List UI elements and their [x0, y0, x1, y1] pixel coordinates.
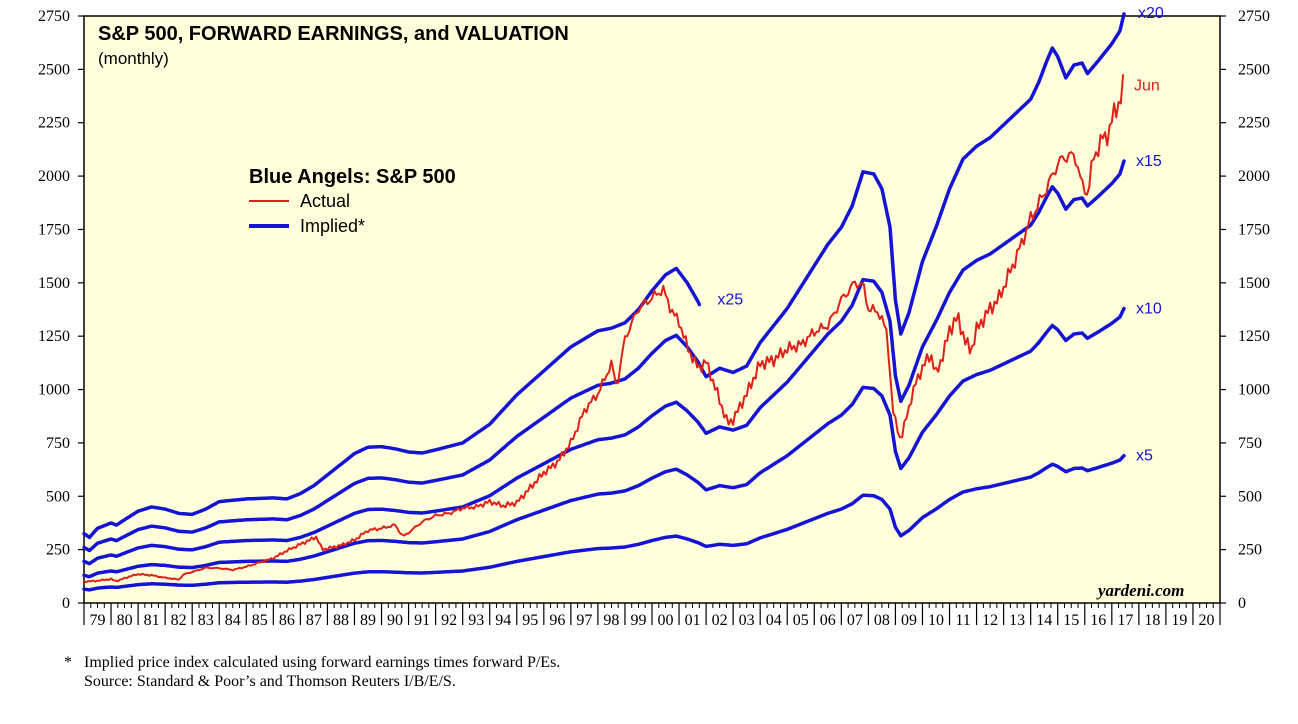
xtick-label: 09 [901, 612, 917, 629]
ytick-label-right: 2500 [1238, 61, 1270, 78]
implied-label-x5: x5 [1136, 448, 1153, 465]
xtick-label: 10 [928, 612, 944, 629]
xtick-label: 19 [1171, 612, 1187, 629]
ytick-label-left: 2000 [38, 168, 70, 185]
ytick-label-left: 1000 [38, 382, 70, 399]
ytick-label-right: 500 [1238, 488, 1262, 505]
xtick-label: 12 [982, 612, 998, 629]
ytick-label-right: 1750 [1238, 221, 1270, 238]
xtick-label: 90 [387, 612, 403, 629]
xtick-label: 89 [360, 612, 376, 629]
xtick-label: 99 [630, 612, 646, 629]
ytick-label-right: 2250 [1238, 115, 1270, 132]
legend-implied-label: Implied* [300, 216, 365, 236]
xtick-label: 84 [225, 612, 241, 629]
xtick-label: 95 [522, 612, 538, 629]
actual-line [83, 74, 1125, 584]
xtick-label: 01 [685, 612, 701, 629]
xtick-label: 79 [90, 612, 106, 629]
chart-subtitle: (monthly) [98, 49, 169, 68]
ytick-label-right: 1250 [1238, 328, 1270, 345]
chart: 0250500750100012501500175020002250250027… [38, 5, 1270, 629]
xtick-label: 06 [820, 612, 836, 629]
ytick-label-left: 1250 [38, 328, 70, 345]
xtick-label: 88 [333, 612, 349, 629]
ytick-label-right: 0 [1238, 595, 1246, 612]
xtick-label: 08 [874, 612, 890, 629]
xtick-label: 98 [603, 612, 619, 629]
footnote-text: Implied price index calculated using for… [84, 654, 561, 671]
xtick-label: 86 [279, 612, 295, 629]
xtick-label: 81 [144, 612, 160, 629]
xtick-label: 13 [1009, 612, 1025, 629]
implied-line-x10 [82, 306, 1126, 579]
xtick-label: 17 [1117, 612, 1133, 629]
ytick-label-right: 250 [1238, 542, 1262, 559]
ytick-label-right: 1000 [1238, 382, 1270, 399]
xtick-label: 03 [739, 612, 755, 629]
ytick-label-right: 2750 [1238, 8, 1270, 25]
footnote: * Implied price index calculated using fo… [64, 653, 560, 691]
footnote-line-1: * Implied price index calculated using fo… [64, 653, 560, 672]
footnote-source: Source: Standard & Poor’s and Thomson Re… [84, 673, 456, 690]
footnote-marker: * [64, 654, 72, 671]
chart-title: S&P 500, FORWARD EARNINGS, and VALUATION [98, 23, 569, 45]
legend-title: Blue Angels: S&P 500 [249, 166, 456, 188]
implied-label-x25: x25 [717, 292, 743, 309]
implied-line-x5 [82, 453, 1126, 592]
implied-label-x10: x10 [1136, 300, 1162, 317]
ytick-label-left: 250 [46, 542, 70, 559]
ytick-label-left: 0 [62, 595, 70, 612]
xtick-label: 87 [306, 612, 322, 629]
ytick-label-left: 750 [46, 435, 70, 452]
xtick-label: 16 [1090, 612, 1106, 629]
xtick-label: 18 [1144, 612, 1160, 629]
ytick-label-right: 2000 [1238, 168, 1270, 185]
implied-line-x25 [82, 266, 702, 540]
xtick-label: 05 [793, 612, 809, 629]
ytick-label-right: 1500 [1238, 275, 1270, 292]
implied-line-x20 [82, 12, 1126, 553]
ytick-label-right: 750 [1238, 435, 1262, 452]
xtick-label: 20 [1198, 612, 1214, 629]
xtick-label: 15 [1063, 612, 1079, 629]
xtick-label: 85 [252, 612, 268, 629]
implied-label-x15: x15 [1136, 153, 1162, 170]
ytick-label-left: 2500 [38, 61, 70, 78]
ytick-label-left: 1500 [38, 275, 70, 292]
xtick-label: 93 [468, 612, 484, 629]
legend: Blue Angels: S&P 500 Actual Implied* [249, 166, 456, 236]
xtick-label: 11 [955, 612, 970, 629]
xtick-label: 83 [198, 612, 214, 629]
xtick-label: 00 [658, 612, 674, 629]
xtick-label: 82 [171, 612, 187, 629]
ytick-label-left: 1750 [38, 221, 70, 238]
xtick-label: 80 [117, 612, 133, 629]
xtick-label: 02 [712, 612, 728, 629]
xtick-label: 92 [441, 612, 457, 629]
xtick-label: 07 [847, 612, 863, 629]
xtick-label: 91 [414, 612, 430, 629]
ytick-label-left: 500 [46, 488, 70, 505]
xtick-label: 97 [576, 612, 592, 629]
xtick-label: 94 [495, 612, 511, 629]
xtick-label: 14 [1036, 612, 1052, 629]
actual-label: Jun [1134, 77, 1160, 94]
implied-line-x15 [82, 159, 1126, 566]
ytick-label-left: 2750 [38, 8, 70, 25]
xtick-label: 96 [549, 612, 565, 629]
xtick-label: 04 [766, 612, 782, 629]
plot-area [83, 15, 1221, 604]
implied-label-x20: x20 [1138, 5, 1164, 22]
legend-actual-label: Actual [300, 191, 350, 211]
ytick-label-left: 2250 [38, 115, 70, 132]
source-brand: yardeni.com [1096, 581, 1184, 600]
